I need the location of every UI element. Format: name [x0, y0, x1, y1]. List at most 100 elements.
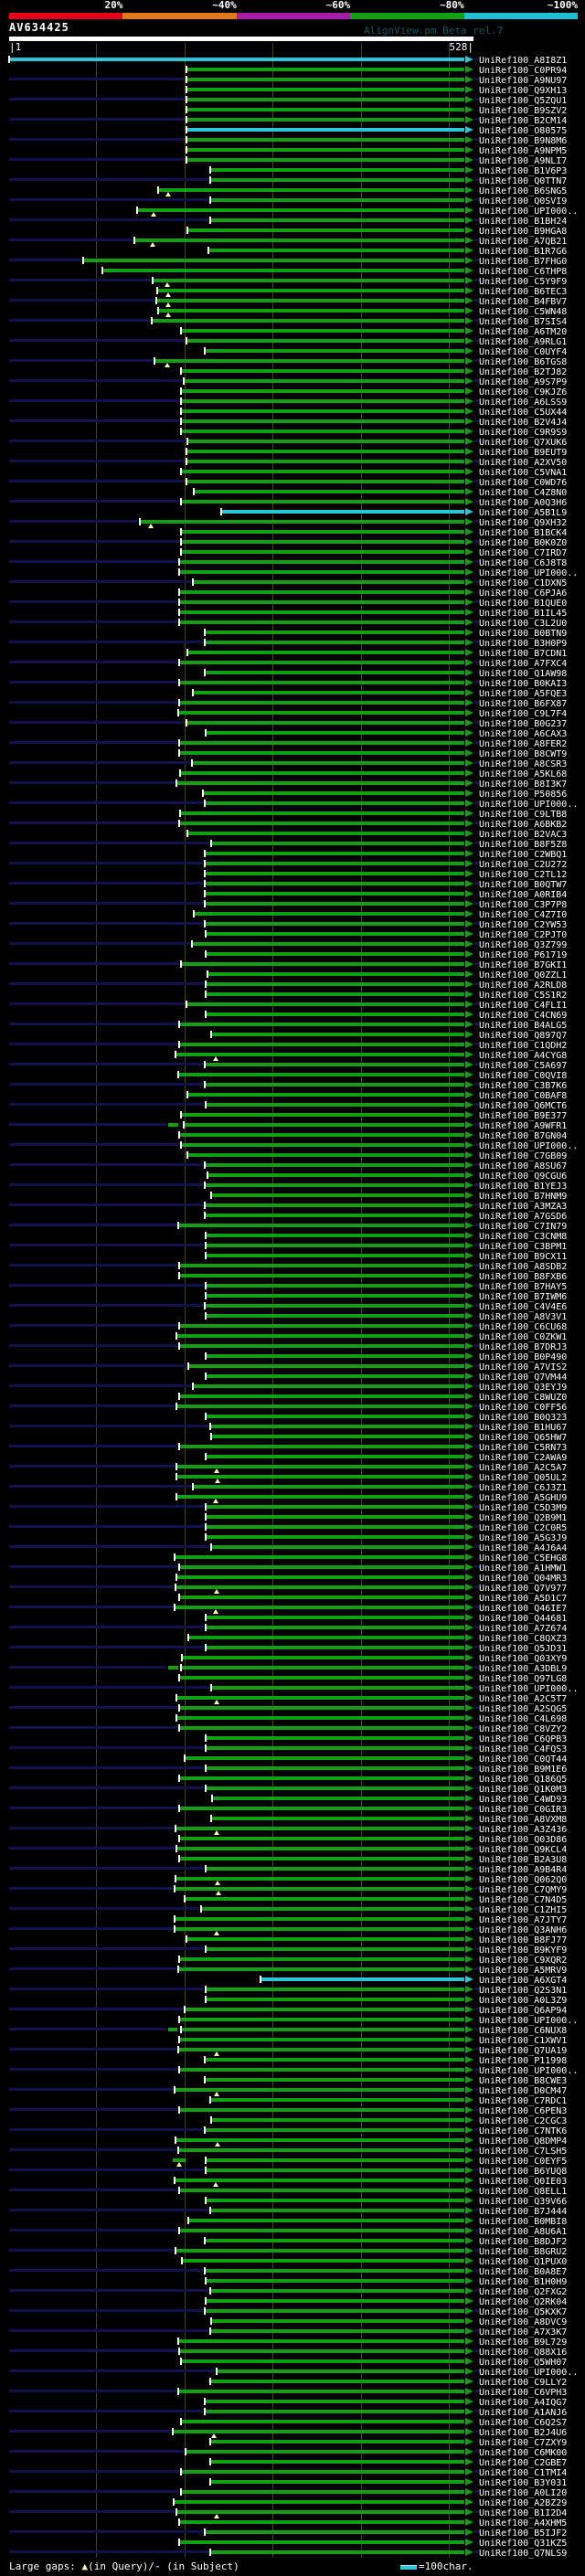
subject-continues-arrow-icon — [465, 1051, 473, 1058]
subject-continues-arrow-icon — [465, 669, 473, 676]
hit-bar — [206, 1103, 464, 1107]
alignment-start-tick — [205, 2297, 207, 2305]
subject-continues-arrow-icon — [465, 689, 473, 696]
alignment-start-tick — [204, 2267, 206, 2274]
row-stripe-stub — [474, 279, 479, 281]
hit-label: UniRef100_A2RLD8 — [479, 981, 568, 991]
alignment-start-tick — [186, 830, 188, 837]
row-stripe-stub — [474, 2128, 479, 2131]
hit-bar — [178, 1073, 464, 1076]
hit-bar — [185, 1756, 464, 1760]
hit-bar — [210, 2209, 464, 2212]
hit-bar — [206, 1314, 464, 1318]
subject-continues-arrow-icon — [465, 1614, 473, 1621]
subject-continues-arrow-icon — [465, 327, 473, 334]
hit-bar — [179, 1344, 464, 1348]
alignment-start-tick — [210, 1433, 212, 1440]
row-stripe — [9, 1646, 204, 1648]
row-stripe — [9, 419, 179, 422]
subject-continues-arrow-icon — [465, 297, 473, 304]
subject-continues-arrow-icon — [465, 2126, 473, 2134]
hit-label: UniRef100_C0BAF8 — [479, 1091, 568, 1101]
alignment-start-tick — [205, 991, 207, 998]
scale-segment-40 — [122, 13, 237, 19]
subject-continues-arrow-icon — [465, 981, 473, 988]
subject-continues-arrow-icon — [465, 629, 473, 636]
subject-continues-arrow-icon — [465, 679, 473, 686]
subject-continues-arrow-icon — [465, 2528, 473, 2536]
row-stripe-stub — [474, 2209, 479, 2211]
hit-bar — [206, 1998, 464, 2001]
hit-bar — [154, 359, 464, 363]
subject-continues-arrow-icon — [465, 267, 473, 274]
row-stripe-stub — [474, 1686, 479, 1689]
alignment-start-tick — [180, 548, 182, 556]
subject-continues-arrow-icon — [465, 1945, 473, 1953]
hit-label: UniRef100_C6CU68 — [479, 1322, 568, 1332]
hit-bar — [176, 1334, 464, 1338]
hit-bar — [188, 1636, 464, 1639]
hit-bar — [210, 198, 464, 202]
identity-color-scale-bar — [9, 13, 579, 19]
hit-label: UniRef100_B2J4U6 — [479, 2428, 568, 2438]
hit-label: UniRef100_Q0SVI9 — [479, 196, 568, 207]
row-stripe — [9, 862, 203, 864]
hit-bar — [206, 1374, 464, 1378]
subject-continues-arrow-icon — [465, 2488, 473, 2496]
subject-continues-arrow-icon — [465, 428, 473, 435]
hit-bar — [205, 2239, 464, 2242]
row-stripe-stub — [474, 1626, 479, 1628]
row-stripe-stub — [474, 2510, 479, 2513]
subject-continues-arrow-icon — [465, 719, 473, 726]
alignment-start-tick — [204, 870, 206, 877]
hit-label: UniRef100_B0K0Z0 — [479, 538, 568, 548]
subject-continues-arrow-icon — [465, 2096, 473, 2104]
row-stripe-stub — [474, 942, 479, 945]
hit-label: UniRef100_C4FQS3 — [479, 1744, 568, 1754]
hit-bar — [178, 1224, 464, 1227]
hit-bar — [186, 98, 464, 101]
alignment-start-tick — [186, 76, 187, 83]
hit-label: UniRef100_UPI000.. — [479, 2016, 579, 2026]
hit-label: UniRef100_B1I2D4 — [479, 2508, 568, 2518]
subject-continues-arrow-icon — [465, 2498, 473, 2506]
hit-label: UniRef100_A7X3K7 — [479, 2327, 568, 2337]
alignment-start-tick — [193, 910, 195, 917]
hit-label: UniRef100_Q31KZ5 — [479, 2539, 568, 2549]
hit-label: UniRef100_C0UYF4 — [479, 347, 568, 357]
alignment-start-tick — [210, 840, 212, 847]
alignment-start-tick — [205, 1865, 207, 1872]
hit-bar — [182, 1656, 464, 1659]
hit-label: UniRef100_Q04MR3 — [479, 1574, 568, 1584]
subject-continues-arrow-icon — [465, 950, 473, 958]
hit-bar — [176, 2138, 464, 2142]
hit-label: UniRef100_A8SU67 — [479, 1161, 568, 1171]
hit-bar — [176, 781, 464, 785]
alignment-start-tick — [204, 2398, 206, 2405]
large-gaps-legend: Large gaps: ▲(in Query)/- (in Subject) — [9, 2560, 239, 2572]
subject-continues-arrow-icon — [465, 237, 473, 244]
hit-bar — [181, 1143, 464, 1147]
subject-continues-arrow-icon — [465, 1775, 473, 1782]
row-stripe — [9, 2289, 208, 2292]
row-stripe-stub — [474, 842, 479, 844]
hit-label: UniRef100_C1ZHI5 — [479, 1905, 568, 1915]
alignment-start-tick — [178, 2187, 180, 2194]
row-stripe — [9, 520, 138, 523]
hit-label: UniRef100_C9R9S9 — [479, 428, 568, 438]
alignment-start-tick — [178, 2518, 180, 2526]
hit-bar — [180, 811, 464, 815]
hit-bar — [178, 711, 464, 715]
hit-bar — [206, 1786, 464, 1790]
hit-label: UniRef100_A0L3Z9 — [479, 1996, 568, 2006]
hit-bar — [179, 2018, 464, 2021]
row-stripe — [9, 580, 191, 583]
hit-label: UniRef100_C0PR94 — [479, 66, 568, 76]
subject-continues-arrow-icon — [465, 408, 473, 415]
subject-continues-arrow-icon — [465, 2358, 473, 2365]
row-stripe-stub — [474, 1505, 479, 1508]
hit-bar — [184, 1123, 464, 1127]
subject-continues-arrow-icon — [465, 1212, 473, 1219]
subject-continues-arrow-icon — [465, 1865, 473, 1872]
hit-label: UniRef100_Q7UA19 — [479, 2046, 568, 2056]
